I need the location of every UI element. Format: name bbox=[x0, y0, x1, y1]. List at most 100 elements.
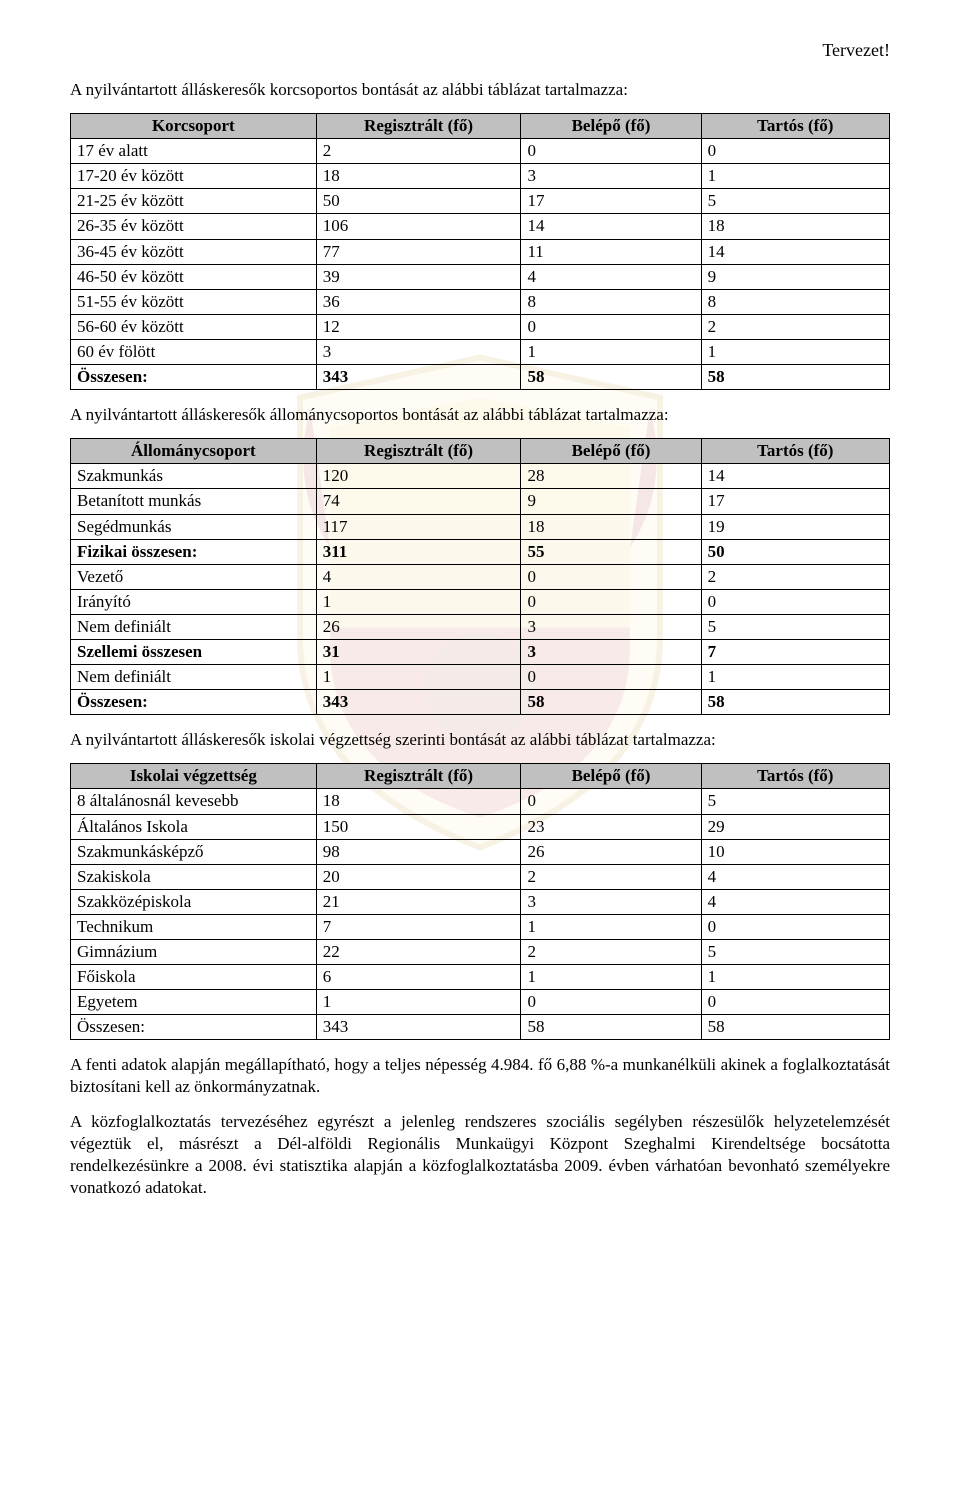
edu-col-3: Tartós (fő) bbox=[701, 764, 889, 789]
edu-cell: 29 bbox=[701, 814, 889, 839]
edu-col-1: Regisztrált (fő) bbox=[316, 764, 521, 789]
age-col-2: Belépő (fő) bbox=[521, 114, 701, 139]
header-tervezet: Tervezet! bbox=[70, 40, 890, 61]
age-cell: 3 bbox=[521, 164, 701, 189]
age-cell: 0 bbox=[701, 139, 889, 164]
age-cell: 1 bbox=[701, 339, 889, 364]
edu-cell: 6 bbox=[316, 965, 521, 990]
table-row: Általános Iskola1502329 bbox=[71, 814, 890, 839]
edu-cell: 1 bbox=[521, 965, 701, 990]
group-cell: 58 bbox=[521, 690, 701, 715]
table-row: 51-55 év között3688 bbox=[71, 289, 890, 314]
table-row: Egyetem100 bbox=[71, 990, 890, 1015]
edu-cell: 4 bbox=[701, 864, 889, 889]
age-table: Korcsoport Regisztrált (fő) Belépő (fő) … bbox=[70, 113, 890, 390]
table-row: 56-60 év között1202 bbox=[71, 314, 890, 339]
edu-cell: 7 bbox=[316, 914, 521, 939]
age-cell: 14 bbox=[521, 214, 701, 239]
group-cell: 0 bbox=[521, 589, 701, 614]
group-cell: 120 bbox=[316, 464, 521, 489]
edu-cell: 58 bbox=[701, 1015, 889, 1040]
age-cell: 58 bbox=[701, 365, 889, 390]
table-row: Főiskola611 bbox=[71, 965, 890, 990]
table-row: Szakközépiskola2134 bbox=[71, 889, 890, 914]
age-cell: 56-60 év között bbox=[71, 314, 317, 339]
table-row: Szakiskola2024 bbox=[71, 864, 890, 889]
table-row: 26-35 év között1061418 bbox=[71, 214, 890, 239]
group-cell: Nem definiált bbox=[71, 665, 317, 690]
table-row: Szakmunkás1202814 bbox=[71, 464, 890, 489]
table-row: Nem definiált2635 bbox=[71, 614, 890, 639]
edu-cell: 8 általánosnál kevesebb bbox=[71, 789, 317, 814]
group-col-0: Állománycsoport bbox=[71, 439, 317, 464]
page-content: Tervezet! A nyilvántartott álláskeresők … bbox=[0, 0, 960, 1271]
group-cell: 17 bbox=[701, 489, 889, 514]
age-cell: 36 bbox=[316, 289, 521, 314]
edu-cell: 0 bbox=[521, 990, 701, 1015]
group-cell: 117 bbox=[316, 514, 521, 539]
footer-p1: A fenti adatok alapján megállapítható, h… bbox=[70, 1054, 890, 1098]
age-cell: 2 bbox=[316, 139, 521, 164]
edu-intro: A nyilvántartott álláskeresők iskolai vé… bbox=[70, 729, 890, 751]
table-row: 17-20 év között1831 bbox=[71, 164, 890, 189]
group-cell: 5 bbox=[701, 614, 889, 639]
age-cell: 21-25 év között bbox=[71, 189, 317, 214]
table-row: 21-25 év között50175 bbox=[71, 189, 890, 214]
group-cell: Vezető bbox=[71, 564, 317, 589]
table-row: Szellemi összesen3137 bbox=[71, 639, 890, 664]
age-cell: 4 bbox=[521, 264, 701, 289]
group-cell: 0 bbox=[701, 589, 889, 614]
age-cell: 17-20 év között bbox=[71, 164, 317, 189]
table-row: Gimnázium2225 bbox=[71, 940, 890, 965]
edu-cell: 5 bbox=[701, 940, 889, 965]
group-cell: 0 bbox=[521, 564, 701, 589]
edu-cell: 343 bbox=[316, 1015, 521, 1040]
group-cell: 50 bbox=[701, 539, 889, 564]
age-cell: 5 bbox=[701, 189, 889, 214]
group-cell: 4 bbox=[316, 564, 521, 589]
age-cell: 2 bbox=[701, 314, 889, 339]
edu-cell: Szakközépiskola bbox=[71, 889, 317, 914]
group-cell: 7 bbox=[701, 639, 889, 664]
age-cell: 77 bbox=[316, 239, 521, 264]
group-cell: Fizikai összesen: bbox=[71, 539, 317, 564]
group-cell: 0 bbox=[521, 665, 701, 690]
edu-cell: 2 bbox=[521, 940, 701, 965]
age-cell: 39 bbox=[316, 264, 521, 289]
group-cell: 58 bbox=[701, 690, 889, 715]
edu-cell: Összesen: bbox=[71, 1015, 317, 1040]
age-intro: A nyilvántartott álláskeresők korcsoport… bbox=[70, 79, 890, 101]
age-cell: 36-45 év között bbox=[71, 239, 317, 264]
table-row: Összesen:3435858 bbox=[71, 365, 890, 390]
table-row: 17 év alatt200 bbox=[71, 139, 890, 164]
group-cell: 311 bbox=[316, 539, 521, 564]
group-cell: Betanított munkás bbox=[71, 489, 317, 514]
footer-p2: A közfoglalkoztatás tervezéséhez egyrész… bbox=[70, 1111, 890, 1199]
age-cell: 51-55 év között bbox=[71, 289, 317, 314]
age-cell: 18 bbox=[701, 214, 889, 239]
edu-cell: 58 bbox=[521, 1015, 701, 1040]
table-row: 8 általánosnál kevesebb1805 bbox=[71, 789, 890, 814]
group-cell: 3 bbox=[521, 639, 701, 664]
edu-cell: 5 bbox=[701, 789, 889, 814]
group-cell: 18 bbox=[521, 514, 701, 539]
group-intro: A nyilvántartott álláskeresők állománycs… bbox=[70, 404, 890, 426]
edu-col-2: Belépő (fő) bbox=[521, 764, 701, 789]
edu-cell: 150 bbox=[316, 814, 521, 839]
group-table: Állománycsoport Regisztrált (fő) Belépő … bbox=[70, 438, 890, 715]
table-row: 46-50 év között3949 bbox=[71, 264, 890, 289]
edu-cell: 98 bbox=[316, 839, 521, 864]
age-cell: 50 bbox=[316, 189, 521, 214]
edu-cell: Főiskola bbox=[71, 965, 317, 990]
age-cell: 343 bbox=[316, 365, 521, 390]
table-row: Irányító100 bbox=[71, 589, 890, 614]
age-cell: Összesen: bbox=[71, 365, 317, 390]
edu-cell: Technikum bbox=[71, 914, 317, 939]
age-cell: 106 bbox=[316, 214, 521, 239]
group-cell: 74 bbox=[316, 489, 521, 514]
table-row: Segédmunkás1171819 bbox=[71, 514, 890, 539]
age-cell: 14 bbox=[701, 239, 889, 264]
age-cell: 0 bbox=[521, 314, 701, 339]
table-row: Összesen:3435858 bbox=[71, 690, 890, 715]
group-cell: 2 bbox=[701, 564, 889, 589]
